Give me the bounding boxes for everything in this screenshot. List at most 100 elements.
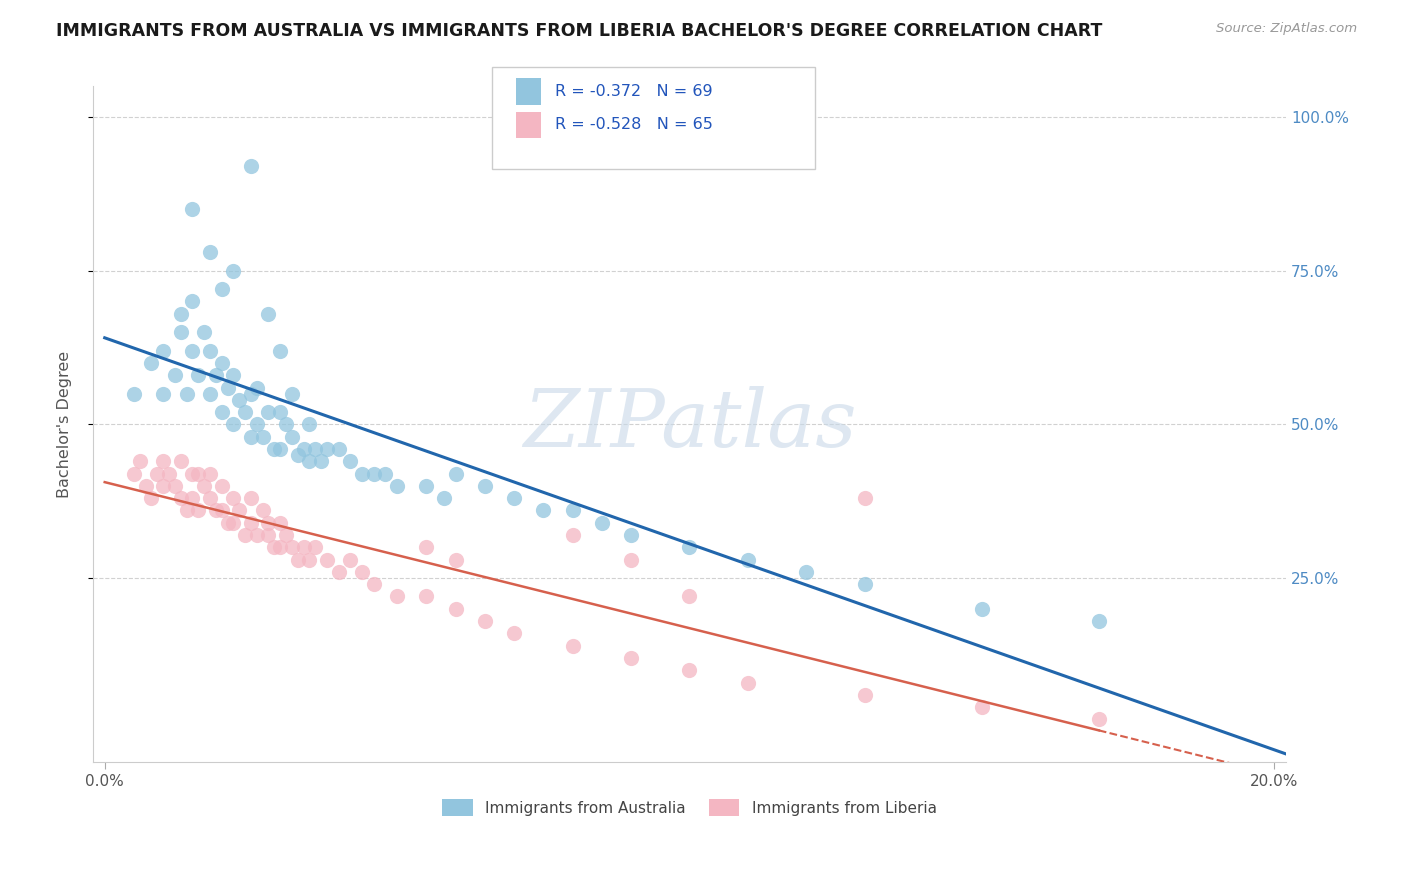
- Point: [135, 479, 157, 493]
- Point: [274, 528, 297, 542]
- Text: Source: ZipAtlas.com: Source: ZipAtlas.com: [1216, 22, 1357, 36]
- Point: [1088, 614, 1111, 628]
- Point: [281, 541, 304, 555]
- Point: [222, 368, 245, 383]
- Point: [444, 601, 467, 615]
- Text: ZIPatlas: ZIPatlas: [523, 385, 856, 463]
- Point: [198, 467, 221, 481]
- Point: [257, 307, 280, 321]
- Point: [561, 639, 583, 653]
- Point: [503, 626, 526, 640]
- Point: [328, 565, 350, 579]
- Point: [503, 491, 526, 505]
- Point: [269, 516, 291, 530]
- Point: [170, 491, 193, 505]
- Point: [796, 565, 818, 579]
- Point: [252, 503, 274, 517]
- Point: [309, 454, 332, 468]
- Legend: Immigrants from Australia, Immigrants from Liberia: Immigrants from Australia, Immigrants fr…: [436, 792, 942, 822]
- Point: [474, 479, 496, 493]
- Point: [204, 368, 226, 383]
- Text: IMMIGRANTS FROM AUSTRALIA VS IMMIGRANTS FROM LIBERIA BACHELOR'S DEGREE CORRELATI: IMMIGRANTS FROM AUSTRALIA VS IMMIGRANTS …: [56, 22, 1102, 40]
- Point: [246, 417, 269, 432]
- Point: [163, 479, 186, 493]
- Point: [152, 386, 174, 401]
- Point: [292, 541, 315, 555]
- Point: [316, 552, 339, 566]
- Point: [193, 479, 215, 493]
- Point: [257, 405, 280, 419]
- Point: [620, 552, 643, 566]
- Point: [304, 442, 326, 456]
- Point: [187, 368, 209, 383]
- Point: [591, 516, 613, 530]
- Point: [198, 386, 221, 401]
- Point: [198, 245, 221, 260]
- Point: [269, 541, 291, 555]
- Point: [211, 479, 233, 493]
- Point: [737, 675, 759, 690]
- Point: [269, 343, 291, 358]
- Point: [339, 552, 361, 566]
- Point: [122, 386, 145, 401]
- Point: [211, 503, 233, 517]
- Point: [328, 442, 350, 456]
- Point: [181, 491, 204, 505]
- Point: [281, 386, 304, 401]
- Point: [385, 479, 408, 493]
- Point: [228, 503, 250, 517]
- Point: [222, 516, 245, 530]
- Point: [853, 577, 876, 591]
- Point: [222, 417, 245, 432]
- Point: [128, 454, 150, 468]
- Point: [187, 467, 209, 481]
- Point: [181, 467, 204, 481]
- Point: [141, 491, 163, 505]
- Point: [415, 541, 437, 555]
- Point: [122, 467, 145, 481]
- Point: [531, 503, 554, 517]
- Point: [678, 663, 700, 677]
- Point: [181, 202, 204, 217]
- Point: [252, 430, 274, 444]
- Point: [170, 307, 193, 321]
- Point: [211, 405, 233, 419]
- Point: [561, 503, 583, 517]
- Point: [181, 343, 204, 358]
- Point: [853, 688, 876, 702]
- Point: [433, 491, 456, 505]
- Point: [246, 380, 269, 394]
- Point: [287, 552, 309, 566]
- Point: [246, 528, 269, 542]
- Point: [298, 454, 321, 468]
- Point: [233, 405, 256, 419]
- Point: [152, 454, 174, 468]
- Point: [853, 491, 876, 505]
- Point: [316, 442, 339, 456]
- Point: [239, 159, 262, 173]
- Y-axis label: Bachelor's Degree: Bachelor's Degree: [58, 351, 72, 498]
- Point: [274, 417, 297, 432]
- Point: [304, 541, 326, 555]
- Point: [350, 565, 373, 579]
- Point: [233, 528, 256, 542]
- Point: [1088, 713, 1111, 727]
- Point: [678, 541, 700, 555]
- Point: [152, 479, 174, 493]
- Point: [187, 503, 209, 517]
- Point: [211, 282, 233, 296]
- Text: R = -0.528   N = 65: R = -0.528 N = 65: [555, 118, 713, 132]
- Point: [298, 417, 321, 432]
- Point: [198, 491, 221, 505]
- Point: [374, 467, 396, 481]
- Point: [620, 651, 643, 665]
- Point: [257, 516, 280, 530]
- Point: [211, 356, 233, 370]
- Point: [170, 325, 193, 339]
- Point: [239, 386, 262, 401]
- Point: [620, 528, 643, 542]
- Point: [239, 491, 262, 505]
- Point: [292, 442, 315, 456]
- Point: [217, 516, 239, 530]
- Point: [239, 516, 262, 530]
